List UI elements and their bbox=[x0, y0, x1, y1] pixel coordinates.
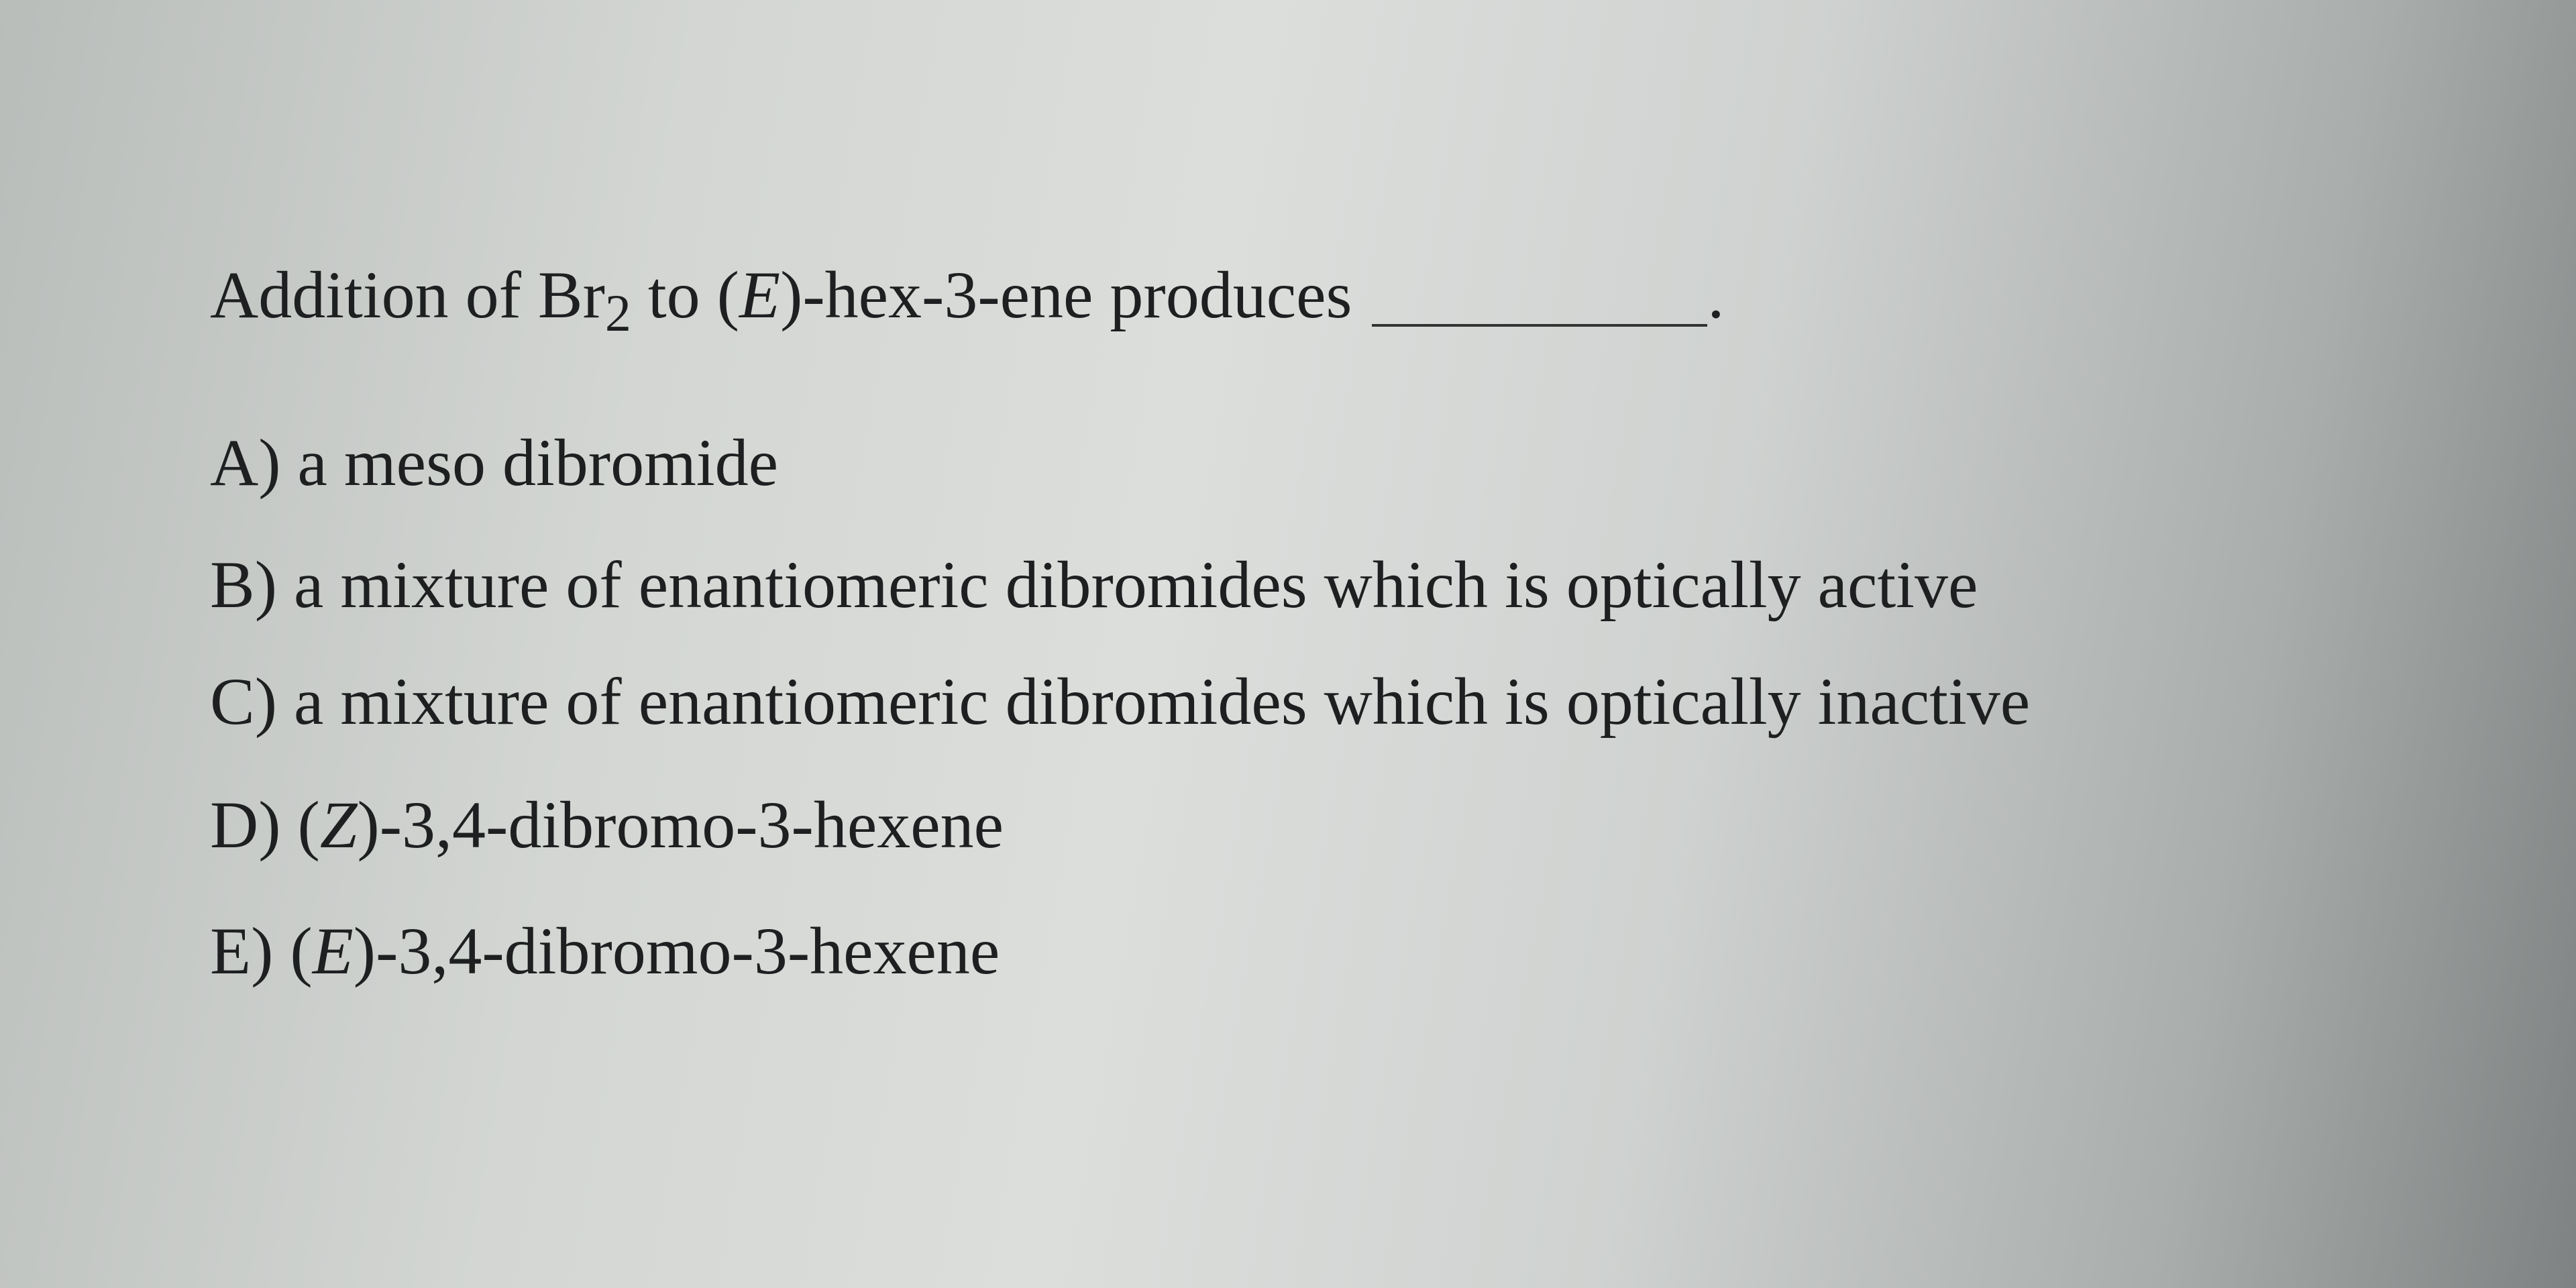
text: Addition of Br bbox=[210, 258, 605, 332]
option-text: )-3,4-dibromo-3-hexene bbox=[353, 914, 1000, 988]
option-text: B) a mixture of enantiomeric dibromides … bbox=[210, 547, 1978, 622]
option-text: )-3,4-dibromo-3-hexene bbox=[357, 788, 1004, 862]
option-text: A) a meso dibromide bbox=[210, 425, 779, 500]
option-text: C) a mixture of enantiomeric dibromides … bbox=[210, 664, 2031, 739]
option: A) a meso dibromide bbox=[210, 429, 778, 496]
subscript: 2 bbox=[604, 284, 631, 342]
question: Addition of Br2 to (E)-hex-3-ene produce… bbox=[210, 262, 1724, 339]
answer-blank bbox=[1372, 323, 1708, 327]
option-text: D) ( bbox=[210, 788, 320, 862]
option: B) a mixture of enantiomeric dibromides … bbox=[210, 551, 1978, 619]
italic-text: Z bbox=[319, 788, 358, 862]
option: E) (E)-3,4-dibromo-3-hexene bbox=[210, 918, 1000, 985]
option: C) a mixture of enantiomeric dibromides … bbox=[210, 668, 2030, 735]
option: D) (Z)-3,4-dibromo-3-hexene bbox=[210, 792, 1004, 859]
italic-text: E bbox=[312, 914, 354, 988]
period: . bbox=[1707, 258, 1725, 332]
text: )-hex-3-ene produces bbox=[780, 258, 1352, 332]
italic-text: E bbox=[739, 258, 781, 332]
text: to ( bbox=[631, 258, 739, 332]
option-text: E) ( bbox=[210, 914, 313, 988]
